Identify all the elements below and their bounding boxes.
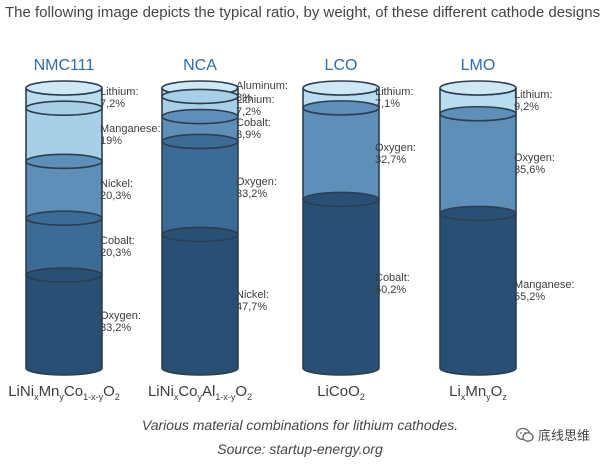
segment-label: Cobalt: 60,2% [375, 272, 410, 296]
segment-label-name: Oxygen: [100, 309, 141, 322]
segment-label: Nickel: 20,3% [100, 178, 133, 202]
segment-label: Oxygen: 33,2% [100, 310, 141, 334]
segment-label: Nickel: 47,7% [236, 289, 269, 313]
segment-label: Oxygen: 35,6% [514, 152, 555, 176]
segment-label: Lithium: 9,2% [514, 89, 553, 113]
segment-label-value: 3% [236, 92, 252, 105]
segment-label-value: 20,3% [100, 189, 132, 202]
column-title: NMC111 [33, 57, 95, 74]
segment-label-value: 47,7% [236, 301, 268, 314]
segment-label-name: Cobalt: [236, 117, 271, 130]
chemical-formula: LixMnyOz [449, 383, 507, 402]
segment-label-name: Oxygen: [514, 151, 555, 164]
segment-label-name: Cobalt: [100, 234, 135, 247]
segment-label-name: Manganese: [514, 278, 575, 291]
caption-line-1: Various material combinations for lithiu… [141, 417, 459, 433]
chat-bubble-icon [515, 427, 534, 442]
segment-label: Cobalt: 8,9% [236, 117, 271, 141]
segment-rim [25, 100, 103, 116]
segment-label-value: 9,2% [514, 100, 540, 113]
segment-rim [302, 191, 380, 208]
segment-nca-nickel [161, 234, 239, 376]
segment-rim [25, 153, 103, 170]
cylinder-lco [302, 80, 380, 376]
chemical-formula: LiCoO2 [317, 383, 365, 402]
intro-text: The following image depicts the typical … [5, 4, 600, 21]
column-title: NCA [183, 57, 217, 74]
segment-rim [439, 205, 517, 222]
segment-label: Cobalt: 20,3% [100, 235, 135, 259]
segment-label-value: 19% [100, 134, 123, 147]
segment-label: Lithium: 7,1% [375, 86, 414, 110]
segment-label: Lithium: 7,2% [236, 94, 275, 118]
segment-rim [302, 80, 380, 96]
segment-rim [439, 80, 517, 96]
segment-lco-cobalt [302, 199, 380, 376]
cylinder-nmc111 [25, 80, 103, 376]
segment-label-value: 35,6% [514, 163, 546, 176]
segment-lmo-oxygen [439, 113, 517, 222]
segment-label-value: 20,3% [100, 246, 132, 259]
segment-label-name: Lithium: [236, 94, 275, 107]
segment-label-value: 7,2% [236, 106, 262, 119]
segment-label-name: Oxygen: [236, 175, 277, 188]
cylinder-nca [161, 80, 239, 376]
watermark-text: 底线思维 [537, 428, 590, 443]
segment-label-value: 33,2% [236, 187, 268, 200]
segment-rim [302, 100, 380, 116]
segment-label-value: 7,2% [100, 98, 126, 111]
segment-label-value: 55,2% [514, 290, 546, 303]
segment-label-name: Oxygen: [375, 141, 416, 154]
cylinder-lmo [439, 80, 517, 376]
segment-nmc111-oxygen [25, 274, 103, 376]
segment-rim [161, 133, 239, 150]
segment-label-name: Aluminum: [236, 80, 288, 93]
segment-rim [25, 210, 103, 226]
segment-label: Manganese: 19% [100, 123, 161, 147]
segment-label: Lithium: 7,2% [100, 86, 139, 110]
caption-line-2: Source: startup-energy.org [217, 441, 383, 457]
segment-rim [25, 267, 103, 283]
watermark: 底线思维 [515, 425, 590, 444]
segment-rim [25, 80, 103, 96]
segment-label-name: Lithium: [100, 86, 139, 99]
segment-label: Oxygen: 32,7% [375, 142, 416, 166]
segment-label: Aluminum: 3% [236, 80, 288, 104]
chemical-formula: LiNixMnyCo1-x-yO2 [8, 383, 120, 402]
column-title: LMO [460, 57, 496, 74]
segment-label-name: Nickel: [236, 289, 270, 302]
segment-label: Oxygen: 33,2% [236, 176, 277, 200]
segment-label-value: 33,2% [100, 321, 132, 334]
segment-rim [161, 226, 239, 243]
segment-label-value: 60,2% [375, 283, 407, 296]
chemical-formula: LiNixCoyAl1-x-yO2 [147, 383, 253, 402]
segment-label-name: Nickel: [100, 177, 134, 190]
segment-nca-oxygen [161, 141, 239, 243]
segment-label-value: 7,1% [375, 97, 401, 110]
segment-rim [161, 108, 239, 125]
segment-rim [439, 105, 517, 122]
segment-label-name: Cobalt: [375, 271, 410, 284]
segment-label-name: Lithium: [514, 88, 553, 101]
segment-label: Manganese: 55,2% [514, 279, 575, 303]
segment-rim [161, 88, 239, 105]
segment-label-value: 8,9% [236, 129, 262, 142]
segment-label-value: 32,7% [375, 153, 407, 166]
segment-label-name: Manganese: [100, 122, 161, 135]
segment-lmo-manganese [439, 213, 517, 376]
column-title: LCO [324, 57, 358, 74]
segment-label-name: Lithium: [375, 85, 414, 98]
